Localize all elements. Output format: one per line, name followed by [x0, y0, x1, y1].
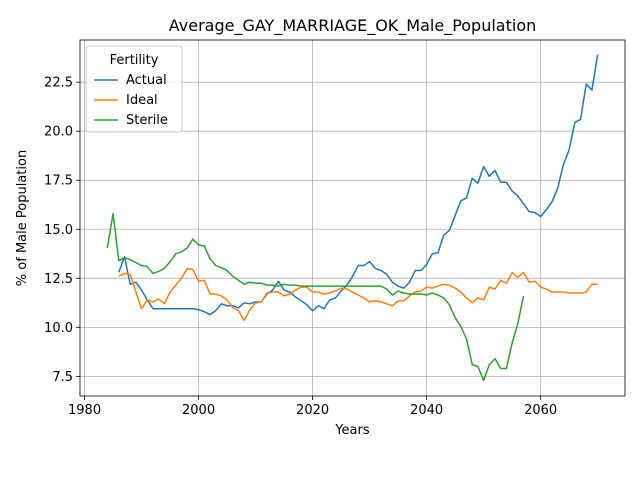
legend-box: [85, 45, 183, 133]
x-tick-label: 2040: [410, 403, 443, 418]
y-tick-label: 15.0: [44, 223, 73, 238]
x-tick-label: 2020: [296, 403, 329, 418]
y-tick-label: 20.0: [44, 125, 73, 140]
series-line-actual: [118, 54, 599, 316]
y-tick-label: 7.5: [52, 370, 73, 385]
axes-frame: [79, 39, 626, 397]
x-tick-label: 1980: [68, 403, 101, 418]
y-tick-label: 22.5: [44, 76, 73, 91]
legend: Fertility Actual Ideal Sterile: [85, 45, 183, 133]
legend-label-sterile: Sterile: [126, 113, 168, 128]
plot-lines: [106, 54, 599, 382]
ticks: 1980 2000 2020 2040 2060 7.5 10.0 12.5 15.0 17.5 2…: [44, 76, 557, 418]
series-line-sterile: [106, 212, 525, 382]
legend-label-ideal: Ideal: [126, 93, 158, 108]
x-axis-label: Years: [334, 423, 370, 438]
legend-title: Fertility: [110, 53, 159, 68]
y-tick-label: 12.5: [44, 272, 73, 287]
legend-label-actual: Actual: [126, 73, 167, 88]
chart-title: Average_GAY_MARRIAGE_OK_Male_Population: [169, 16, 537, 36]
x-tick-label: 2060: [524, 403, 557, 418]
grid: [80, 40, 625, 396]
y-axis-label: % of Male Population: [15, 150, 30, 286]
y-tick-label: 17.5: [44, 174, 73, 189]
x-tick-label: 2000: [182, 403, 215, 418]
series-line-ideal: [118, 267, 598, 322]
y-tick-label: 10.0: [44, 321, 73, 336]
